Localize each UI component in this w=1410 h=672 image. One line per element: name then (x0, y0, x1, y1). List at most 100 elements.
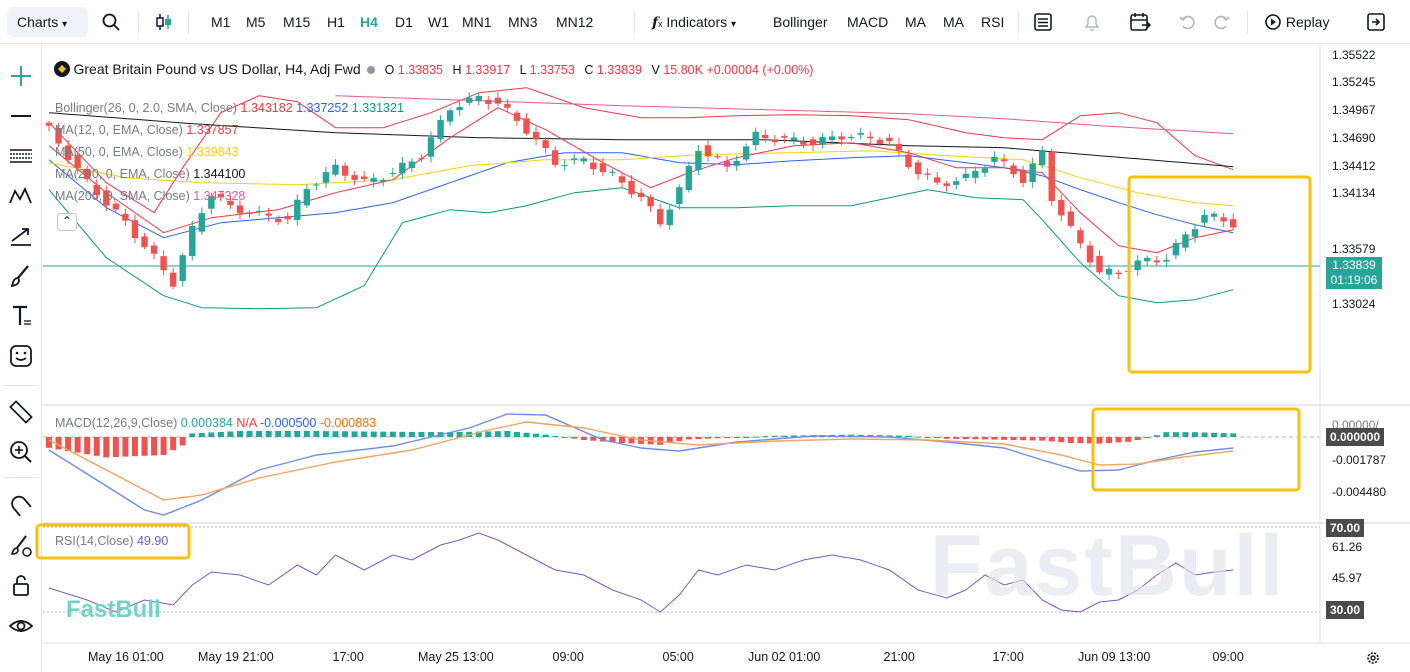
candle-body (1096, 255, 1103, 273)
timeframe-w1[interactable]: W1 (428, 14, 449, 30)
undo-icon[interactable] (1179, 13, 1197, 31)
brush-icon[interactable] (6, 261, 36, 291)
macd-histogram-bar (74, 437, 81, 453)
search-icon[interactable] (102, 13, 120, 31)
candle-body (1144, 258, 1151, 262)
candle-body (828, 136, 836, 141)
macd-histogram-bar (676, 437, 683, 442)
candle-body (571, 158, 578, 161)
ohlc-high-value: 1.33917 (464, 63, 511, 77)
collapse-legend-button[interactable]: ⌃ (57, 213, 77, 231)
price-axis[interactable]: 1.35522 1.35245 1.34967 1.34690 1.34412 1.341… (1320, 44, 1410, 404)
time-axis-label: 17:00 (332, 650, 364, 664)
indicator-bollinger-shortcut[interactable]: Bollinger (773, 14, 828, 30)
candle-body (265, 213, 272, 216)
macd-histogram-bar (638, 437, 645, 444)
candlestick-type-icon[interactable] (154, 12, 174, 32)
indicator-macd-shortcut[interactable]: MACD (847, 14, 889, 30)
indicator-value: 0.000384 (180, 416, 233, 430)
candle-body (1210, 213, 1218, 217)
top-toolbar: Charts ▾ M1 M5 M15 H1 H4 D1 W1 MN1 MN3 M… (0, 0, 1410, 44)
timeframe-m5[interactable]: M5 (246, 14, 266, 30)
fastbull-logo-watermark: FastBull (66, 596, 161, 623)
text-tool-icon[interactable] (6, 301, 36, 331)
magnet-icon[interactable] (6, 491, 36, 521)
gear-icon[interactable] (1365, 650, 1381, 666)
timeframe-m15[interactable]: M15 (283, 14, 311, 30)
legend-ma200-sma[interactable]: MA(200, 0, SMA, Close) 1.347328 (55, 189, 245, 203)
macd-histogram-bar (934, 437, 941, 439)
macd-histogram-bar (1172, 432, 1179, 437)
templates-icon[interactable] (1033, 12, 1053, 32)
hide-drawings-icon[interactable] (6, 531, 36, 561)
candle-body (380, 179, 387, 182)
indicator-ma-shortcut[interactable]: MA (943, 14, 964, 30)
fastbull-large-watermark: FastBull (930, 518, 1286, 614)
timeframe-m1[interactable]: M1 (211, 14, 231, 30)
macd-histogram-bar (1182, 432, 1189, 437)
candle-body (991, 156, 998, 162)
timeframe-mn12[interactable]: MN12 (556, 14, 594, 30)
indicator-name: MA(200, 0, SMA, Close) (55, 189, 190, 203)
indicators-button[interactable]: fx Indicators ▾ (652, 14, 737, 31)
fib-retracement-icon[interactable] (6, 141, 36, 171)
price-axis-label: 1.34134 (1332, 186, 1376, 201)
replay-button[interactable]: Replay (1264, 0, 1329, 44)
macd-histogram-bar (380, 431, 387, 437)
redo-icon[interactable] (1212, 13, 1230, 31)
macd-histogram-bar (504, 431, 511, 437)
crosshair-icon[interactable] (6, 61, 36, 91)
macd-histogram-bar (447, 432, 454, 437)
indicator-ma-shortcut[interactable]: MA (905, 14, 926, 30)
calendar-icon[interactable] (1129, 12, 1151, 32)
charts-menu-button[interactable]: Charts ▾ (7, 7, 88, 37)
candle-body (790, 137, 798, 141)
macd-histogram-bar (370, 431, 377, 437)
candle-body (704, 145, 712, 157)
time-axis[interactable]: May 16 01:00 May 19 21:00 17:00 May 25 13:0… (43, 643, 1320, 672)
price-axis-label: 1.33579 (1332, 241, 1376, 256)
alert-icon[interactable] (1082, 12, 1102, 32)
candle-body (141, 236, 148, 248)
timeframe-mn3[interactable]: MN3 (508, 14, 538, 30)
price-axis-label: 1.34690 (1332, 130, 1376, 145)
trend-line-icon[interactable] (6, 101, 36, 131)
candle-body (561, 165, 568, 167)
fullscreen-exit-icon[interactable] (1366, 12, 1386, 32)
macd-histogram-bar (256, 431, 263, 437)
candle-body (150, 245, 158, 254)
projection-icon[interactable] (6, 221, 36, 251)
legend-ma50-ema[interactable]: MA(50, 0, EMA, Close) 1.339843 (55, 145, 238, 159)
candle-body (179, 255, 186, 281)
price-axis-label: 1.34412 (1332, 158, 1376, 173)
legend-ma200-ema[interactable]: MA(200, 0, EMA, Close) 1.344100 (55, 167, 245, 181)
candle-body (494, 97, 502, 104)
indicator-rsi-shortcut[interactable]: RSI (981, 14, 1005, 30)
legend-rsi[interactable]: RSI(14,Close) 49.90 (55, 534, 168, 548)
candle-body (886, 137, 893, 142)
ruler-icon[interactable] (6, 397, 36, 427)
indicator-value: 1.347328 (193, 189, 246, 203)
legend-macd[interactable]: MACD(12,26,9,Close) 0.000384 N/A -0.0005… (55, 416, 376, 430)
macd-histogram-bar (1230, 433, 1237, 437)
eye-icon[interactable] (6, 611, 36, 641)
function-icon: f (652, 15, 659, 31)
pattern-icon[interactable] (6, 181, 36, 211)
lock-icon[interactable] (6, 571, 36, 601)
indicator-name: MACD(12,26,9,Close) (55, 416, 178, 430)
candle-body (532, 131, 540, 140)
time-axis-label: 05:00 (662, 650, 694, 664)
zoom-in-icon[interactable] (6, 437, 36, 467)
legend-ma12-ema[interactable]: MA(12, 0, EMA, Close) 1.337857 (55, 123, 238, 137)
emoji-icon[interactable] (6, 341, 36, 371)
candle-body (914, 162, 922, 175)
timeframe-h1[interactable]: H1 (327, 14, 345, 30)
candle-body (322, 172, 330, 183)
legend-bollinger[interactable]: Bollinger(26, 0, 2.0, SMA, Close) 1.3431… (55, 101, 404, 115)
candle-body (551, 150, 559, 165)
timeframe-mn1[interactable]: MN1 (462, 14, 492, 30)
timeframe-d1[interactable]: D1 (395, 14, 413, 30)
timeframe-h4[interactable]: H4 (360, 14, 378, 30)
macd-histogram-bar (437, 432, 444, 437)
current-price-tag: 1.33839 01:19:06 (1326, 257, 1382, 289)
